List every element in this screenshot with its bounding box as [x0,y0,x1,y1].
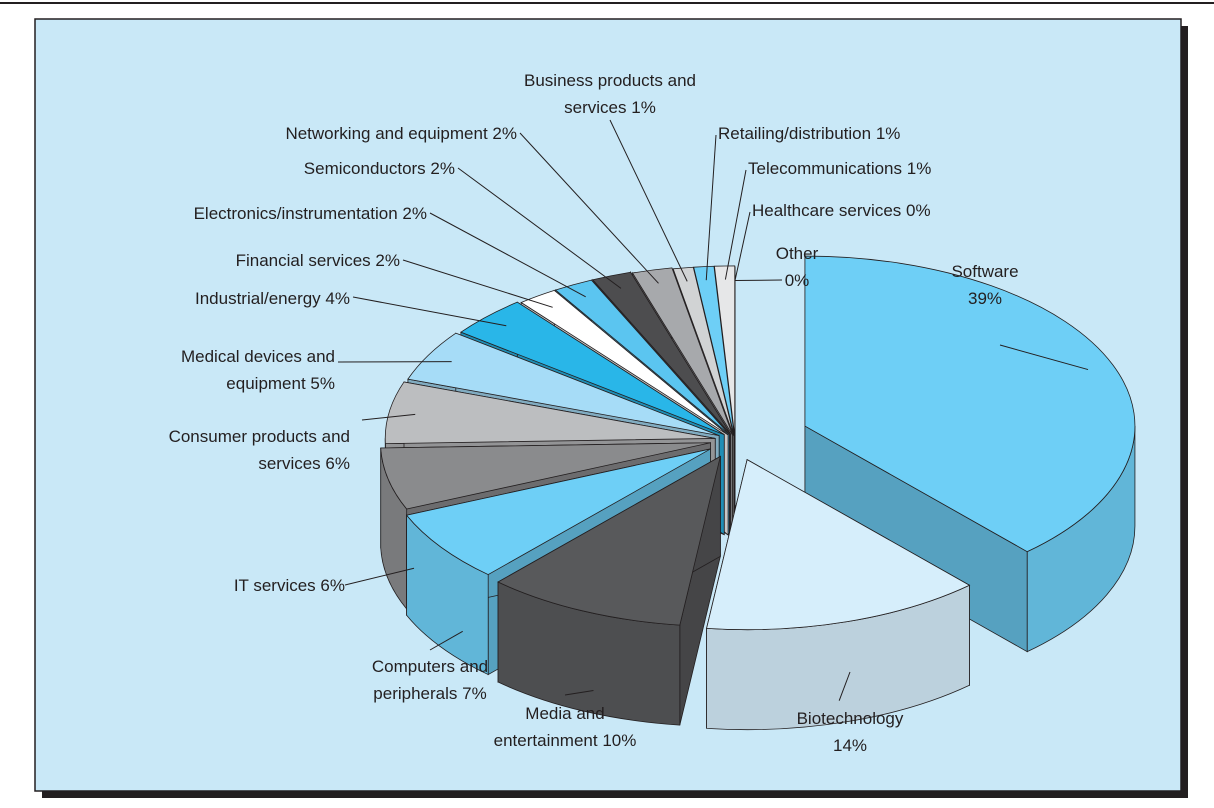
category-name: Media and entertainment [493,704,605,750]
slice [591,271,732,435]
slice-label: Biotechnology 14% [780,705,920,759]
category-name: Telecommunications [748,159,903,178]
slice-label: Telecommunications 1% [748,155,1008,182]
slice-label: Electronics/instrumentation 2% [130,200,427,227]
value-label: 4% [325,289,350,308]
value-label: 14% [832,736,868,755]
leader-line [457,167,622,289]
slice-label: Software 39% [935,258,1035,312]
slice-label: Retailing/distribution 1% [718,120,978,147]
value-label: 5% [310,374,335,393]
category-name: Software [951,262,1019,281]
slice [497,455,721,626]
slice-label: Consumer products and services 6% [130,423,350,477]
leader-line [838,671,851,701]
value-label: 1% [631,98,656,117]
slice-label: Healthcare services 0% [752,197,1012,224]
slice [554,279,730,435]
slice [407,332,720,437]
leader-line [705,134,717,281]
leader-line [609,119,688,282]
slice-label: Semiconductors 2% [230,155,455,182]
leader-line [724,169,747,280]
value-label: 7% [462,684,487,703]
slice-label: IT services 6% [195,572,345,599]
value-label: 2% [402,204,427,223]
leader-line [352,296,507,327]
leader-line [734,211,751,281]
leader-line [734,279,783,282]
slice [672,266,735,437]
slice [380,442,711,510]
category-name: Retailing/distribution [718,124,872,143]
value-label: 2% [375,251,400,270]
leader-line [344,567,415,586]
category-name: Industrial/energy [195,289,321,308]
leader-line [564,689,594,696]
category-name: Computers and peripherals [371,657,489,703]
slice [405,448,711,576]
slice-label: Networking and equipment 2% [200,120,517,147]
value-label: 39% [967,289,1003,308]
value-label: 6% [325,454,350,473]
slice [804,255,1136,553]
leader-line [999,344,1089,371]
slice [460,301,725,435]
value-label: 2% [430,159,455,178]
category-name: Medical devices and equipment [180,347,335,393]
category-name: IT services [233,576,316,595]
slice-label: Other 0% [757,240,837,294]
value-label: 0% [906,201,931,220]
slice-label: Industrial/energy 4% [150,285,350,312]
leader-line [519,132,659,284]
category-name: Other [775,244,819,263]
category-name: Networking and equipment [285,124,488,143]
leader-line [361,413,416,421]
category-name: Electronics/instrumentation [193,204,398,223]
slice [713,265,736,436]
slice-label: Media and entertainment 10% [480,700,650,754]
leader-line [402,259,553,308]
slice-label: Business products and services 1% [515,67,705,121]
slice-label: Computers and peripherals 7% [340,653,520,707]
leader-line [429,212,586,298]
value-label: 1% [906,159,932,178]
value-label: 0% [784,271,810,290]
value-label: 2% [492,124,517,143]
category-name: Semiconductors [303,159,426,178]
value-label: 6% [320,576,345,595]
category-name: Financial services [235,251,371,270]
slice [520,289,729,436]
value-label: 1% [875,124,901,143]
slice [706,459,971,631]
slice [384,381,716,445]
category-name: Biotechnology [796,709,904,728]
category-name: Healthcare services [752,201,902,220]
category-name: Consumer products and services [168,427,350,473]
category-name: Business products and services [524,71,696,117]
slice-label: Financial services 2% [190,247,400,274]
slice [693,265,735,436]
slice-label: Medical devices and equipment 5% [140,343,335,397]
slice [631,267,733,436]
value-label: 10% [602,731,637,750]
leader-line [429,630,463,651]
